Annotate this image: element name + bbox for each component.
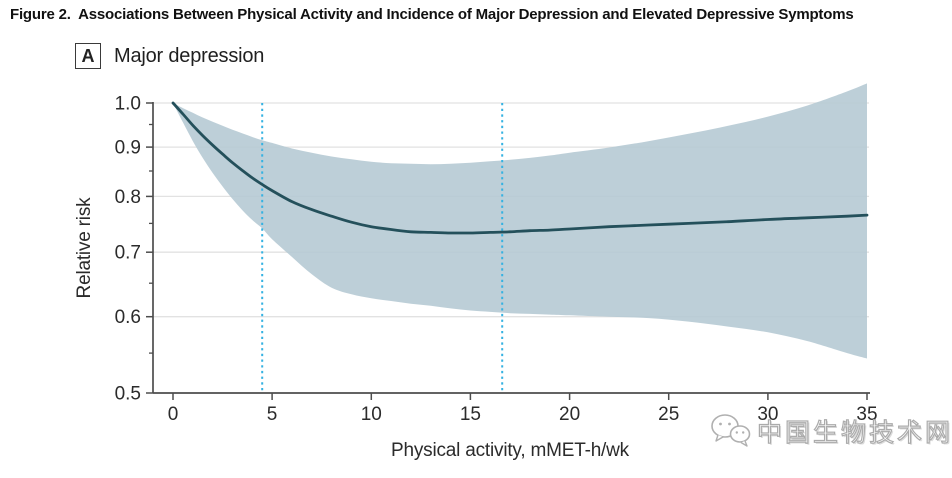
svg-text:35: 35 (856, 404, 877, 425)
figure-title: Figure 2. Associations Between Physical … (10, 6, 854, 23)
x-tick-labels: 0 5 10 15 20 25 30 35 (168, 393, 878, 425)
x-axis-title: Physical activity, mMET-h/wk (391, 440, 629, 461)
svg-text:0.9: 0.9 (115, 138, 141, 159)
svg-text:0: 0 (168, 404, 179, 425)
svg-text:1.0: 1.0 (115, 94, 141, 115)
confidence-band (173, 83, 867, 359)
svg-text:0.8: 0.8 (115, 187, 141, 208)
svg-text:5: 5 (267, 404, 278, 425)
svg-text:0.6: 0.6 (115, 307, 141, 328)
svg-text:15: 15 (460, 404, 481, 425)
y-axis-title: Relative risk (74, 197, 95, 299)
panel-header: A Major depression (75, 43, 264, 69)
svg-text:0.7: 0.7 (115, 243, 141, 264)
svg-text:25: 25 (658, 404, 679, 425)
y-tick-labels: 1.0 0.9 0.8 0.7 0.6 0.5 (115, 94, 153, 405)
panel-title: Major depression (114, 44, 265, 67)
svg-text:30: 30 (757, 404, 778, 425)
svg-text:0.5: 0.5 (115, 384, 141, 405)
svg-text:10: 10 (361, 404, 382, 425)
panel-label-badge: A (75, 43, 101, 69)
svg-text:20: 20 (559, 404, 580, 425)
relative-risk-curve (171, 101, 869, 235)
